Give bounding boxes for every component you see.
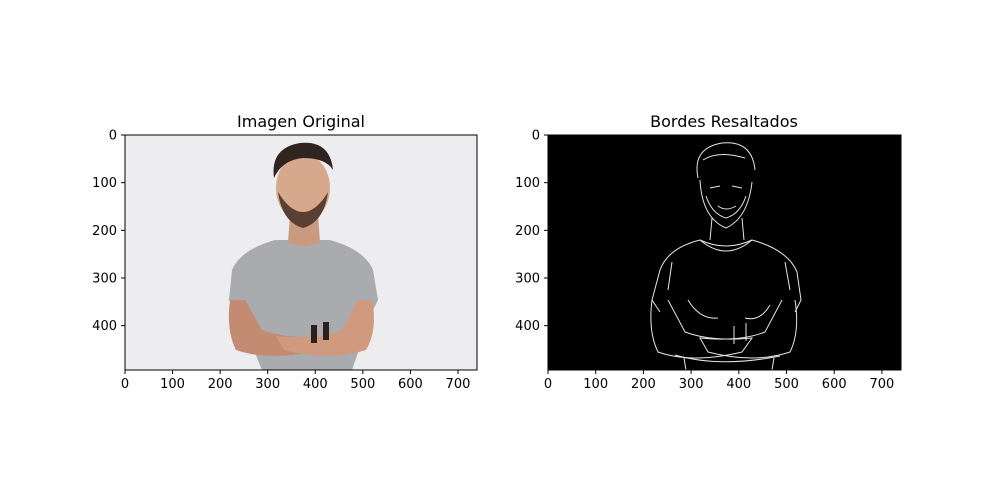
x-tick-label: 0 xyxy=(544,377,552,392)
x-axis: 0 100 200 300 400 500 600 700 xyxy=(544,370,894,392)
x-tick-label: 400 xyxy=(303,377,328,392)
x-tick-label: 300 xyxy=(255,377,280,392)
y-tick-label: 400 xyxy=(92,319,117,334)
x-tick-label: 600 xyxy=(822,377,847,392)
x-tick-label: 200 xyxy=(208,377,233,392)
y-axis: 0 100 200 300 400 xyxy=(515,129,548,334)
x-tick-label: 400 xyxy=(726,377,751,392)
axes-frame xyxy=(124,134,478,371)
y-tick-label: 400 xyxy=(515,319,540,334)
x-tick-label: 600 xyxy=(398,377,423,392)
x-tick-label: 200 xyxy=(631,377,656,392)
panel-original: Imagen Original 0 100 200 300 400 500 600 700 0… xyxy=(92,112,478,392)
image-area xyxy=(548,135,901,370)
edge-lines xyxy=(650,142,802,370)
x-tick-label: 700 xyxy=(446,377,471,392)
axes-frame xyxy=(547,134,902,371)
y-tick-label: 200 xyxy=(92,224,117,239)
x-tick-label: 0 xyxy=(121,377,129,392)
panel-edges: Bordes Resaltados xyxy=(515,112,902,392)
x-tick-label: 300 xyxy=(679,377,704,392)
x-tick-label: 700 xyxy=(870,377,895,392)
y-tick-label: 200 xyxy=(515,224,540,239)
panel-title: Imagen Original xyxy=(237,112,365,131)
photo-person xyxy=(228,142,378,370)
x-tick-label: 100 xyxy=(160,377,185,392)
y-tick-label: 100 xyxy=(515,176,540,191)
x-axis: 0 100 200 300 400 500 600 700 xyxy=(121,370,471,392)
y-tick-label: 300 xyxy=(92,272,117,287)
y-tick-label: 0 xyxy=(109,129,117,144)
panel-title: Bordes Resaltados xyxy=(650,112,798,131)
x-tick-label: 100 xyxy=(583,377,608,392)
x-tick-label: 500 xyxy=(774,377,799,392)
x-tick-label: 500 xyxy=(350,377,375,392)
y-axis: 0 100 200 300 400 xyxy=(92,129,125,334)
y-tick-label: 0 xyxy=(532,129,540,144)
y-tick-label: 100 xyxy=(92,176,117,191)
y-tick-label: 300 xyxy=(515,272,540,287)
